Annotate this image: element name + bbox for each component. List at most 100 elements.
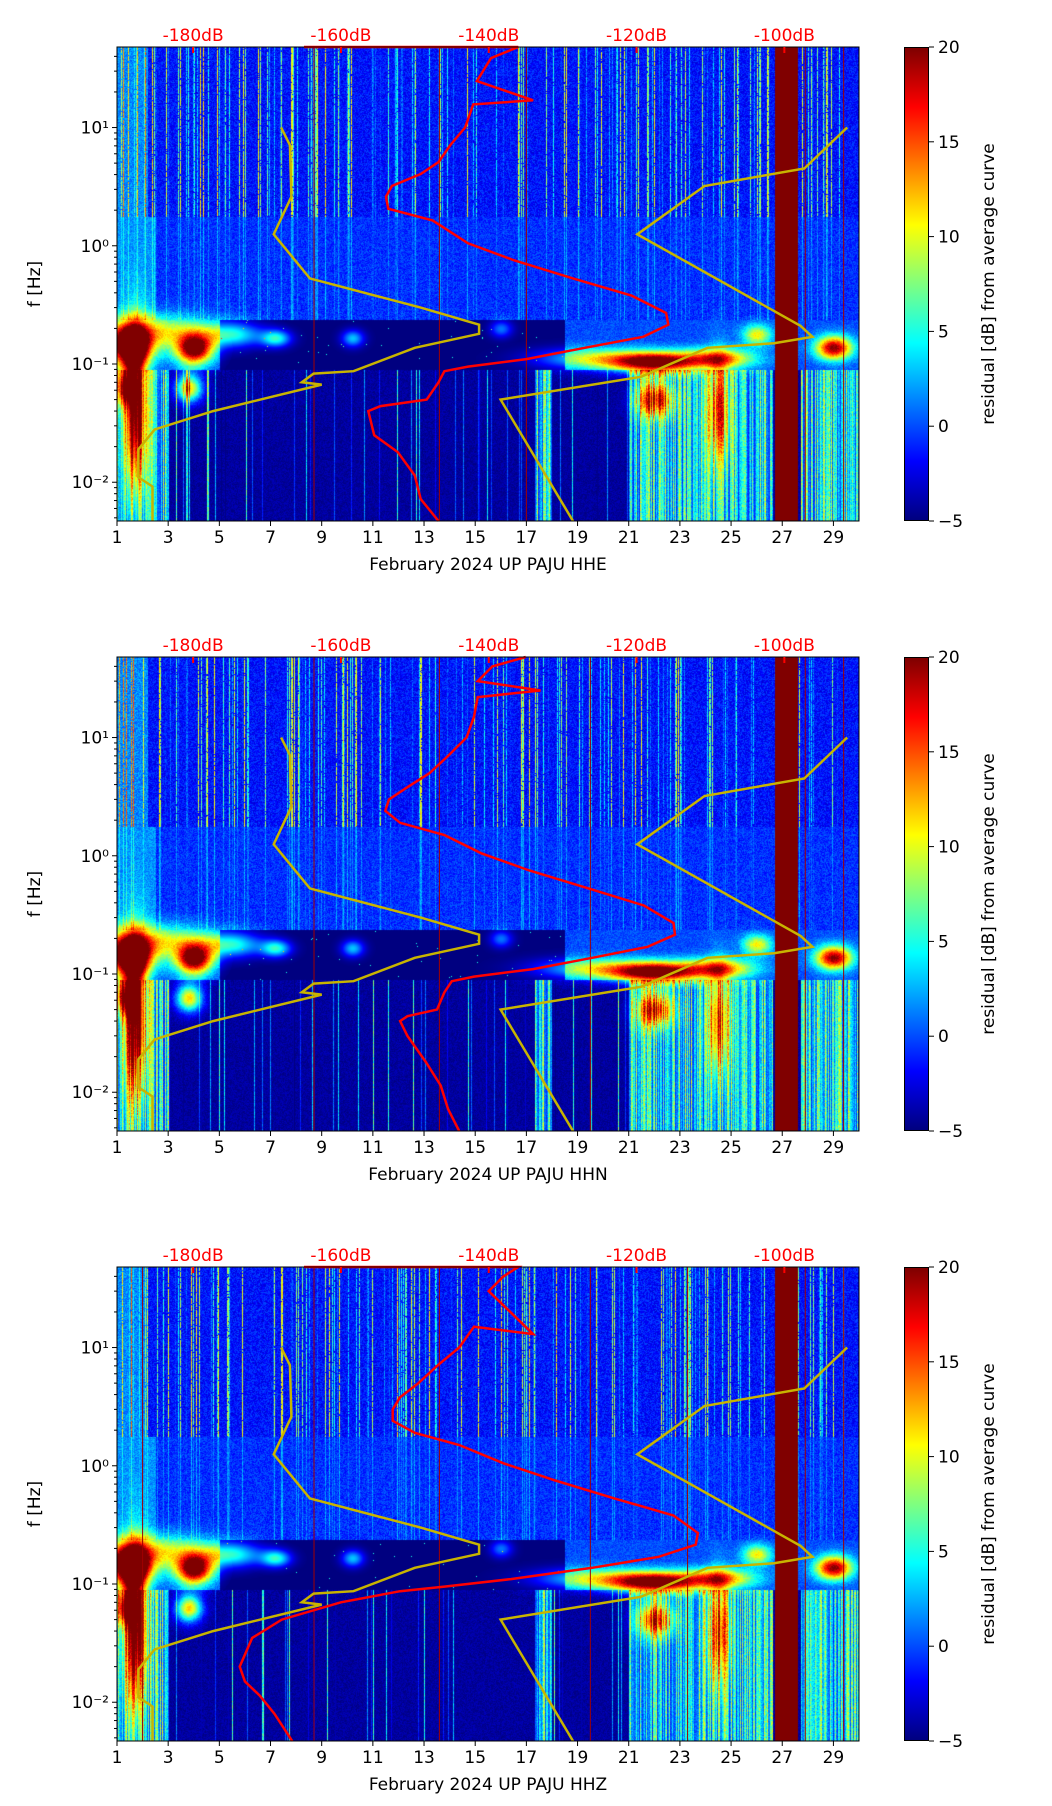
x-tick-label: 7 [265, 1748, 276, 1768]
x-tick-label: 23 [669, 1748, 691, 1768]
x-tick-label: 11 [362, 1748, 384, 1768]
db-tick-label: -120dB [606, 26, 667, 46]
db-tick-label: -180dB [163, 1246, 224, 1266]
y-tick-label: 10⁻¹ [72, 1575, 109, 1595]
spectrogram-image [117, 657, 859, 1131]
x-tick-label: 7 [265, 1138, 276, 1158]
high-noise-model-curve [498, 736, 849, 1132]
x-tick-label: 29 [823, 1748, 845, 1768]
x-tick-label: 1 [112, 1138, 123, 1158]
x-tick-label: 27 [771, 528, 793, 548]
plot-frame [116, 46, 860, 522]
db-tick-label: -100dB [754, 26, 815, 46]
db-tick-label: -140dB [458, 636, 519, 656]
db-tick-label: -180dB [163, 636, 224, 656]
y-axis-label: f [Hz] [25, 871, 45, 917]
x-tick-label: 9 [316, 1748, 327, 1768]
y-tick-label: 10⁰ [81, 237, 110, 257]
x-tick-label: 3 [163, 1748, 174, 1768]
y-tick-label: 10⁰ [81, 1457, 110, 1477]
x-tick-label: 23 [669, 1138, 691, 1158]
x-tick-label: 25 [720, 1138, 742, 1158]
x-tick-label: 17 [516, 1748, 538, 1768]
x-tick-label: 9 [316, 1138, 327, 1158]
x-tick-label: 3 [163, 1138, 174, 1158]
low-noise-model-curve [137, 1346, 481, 1741]
x-tick-label: 13 [413, 1138, 435, 1158]
db-tick-label: -100dB [754, 1246, 815, 1266]
colorbar-tick-label: 0 [938, 1027, 949, 1047]
x-tick-label: 19 [567, 1138, 589, 1158]
plot-frame [116, 1266, 860, 1742]
y-tick-label: 10⁻¹ [72, 965, 109, 985]
x-tick-label: 25 [720, 528, 742, 548]
y-tick-label: 10⁻² [72, 1693, 109, 1713]
x-tick-label: 13 [413, 1748, 435, 1768]
colorbar-tick-label: 15 [938, 743, 960, 763]
db-tick-label: -180dB [163, 26, 224, 46]
db-tick-label: -160dB [310, 636, 371, 656]
x-axis-label: February 2024 UP PAJU HHN [368, 1165, 607, 1185]
x-tick-label: 17 [516, 528, 538, 548]
colorbar [904, 47, 929, 521]
db-tick-label: -100dB [754, 636, 815, 656]
x-tick-label: 11 [362, 1138, 384, 1158]
low-noise-model-curve [137, 736, 481, 1131]
colorbar-tick-label: 20 [938, 38, 960, 58]
x-tick-label: 1 [112, 528, 123, 548]
x-tick-label: 15 [464, 528, 486, 548]
y-tick-label: 10⁻² [72, 473, 109, 493]
x-tick-label: 15 [464, 1138, 486, 1158]
x-tick-label: 21 [618, 1748, 640, 1768]
x-tick-label: 19 [567, 1748, 589, 1768]
x-tick-label: 29 [823, 1138, 845, 1158]
high-noise-model-curve [498, 1346, 849, 1742]
db-tick-label: -160dB [310, 26, 371, 46]
x-tick-label: 9 [316, 528, 327, 548]
colorbar [904, 1267, 929, 1741]
colorbar [904, 657, 929, 1131]
spectrogram-image [117, 47, 859, 521]
colorbar-tick-label: −5 [938, 1732, 963, 1752]
x-tick-label: 23 [669, 528, 691, 548]
colorbar-tick-label: −5 [938, 1122, 963, 1142]
x-tick-label: 5 [214, 528, 225, 548]
x-tick-label: 29 [823, 528, 845, 548]
x-axis-label: February 2024 UP PAJU HHE [369, 555, 606, 575]
colorbar-tick-label: 5 [938, 1542, 949, 1562]
colorbar-label: residual [dB] from average curve [979, 1363, 999, 1644]
average-psd-curve [238, 1265, 700, 1742]
average-psd-curve [383, 655, 677, 1132]
db-tick-label: -160dB [310, 1246, 371, 1266]
y-axis-label: f [Hz] [25, 261, 45, 307]
colorbar-label: residual [dB] from average curve [979, 143, 999, 424]
colorbar-tick-label: 20 [938, 1258, 960, 1278]
colorbar-tick-label: 10 [938, 228, 960, 248]
x-tick-label: 11 [362, 528, 384, 548]
spectrogram-panel-hhz: 1 3 5 7 9 11 13 15 17 19 21 23 25 27 29 February 2024 U… [0, 1246, 1052, 1806]
x-tick-label: 21 [618, 1138, 640, 1158]
x-tick-label: 25 [720, 1748, 742, 1768]
low-noise-model-curve [137, 126, 481, 521]
db-tick-label: -140dB [458, 26, 519, 46]
y-tick-label: 10¹ [81, 1339, 109, 1359]
high-noise-model-curve [498, 126, 849, 522]
x-tick-label: 13 [413, 528, 435, 548]
db-tick-label: -120dB [606, 636, 667, 656]
x-tick-label: 19 [567, 528, 589, 548]
y-tick-label: 10¹ [81, 119, 109, 139]
y-tick-label: 10⁻² [72, 1083, 109, 1103]
y-tick-label: 10⁻¹ [72, 355, 109, 375]
db-tick-label: -140dB [458, 1246, 519, 1266]
x-tick-label: 1 [112, 1748, 123, 1768]
colorbar-tick-label: 10 [938, 1448, 960, 1468]
colorbar-tick-label: 0 [938, 417, 949, 437]
x-tick-label: 21 [618, 528, 640, 548]
plot-frame [116, 656, 860, 1132]
y-axis-label: f [Hz] [25, 1481, 45, 1527]
colorbar-tick-label: 0 [938, 1637, 949, 1657]
